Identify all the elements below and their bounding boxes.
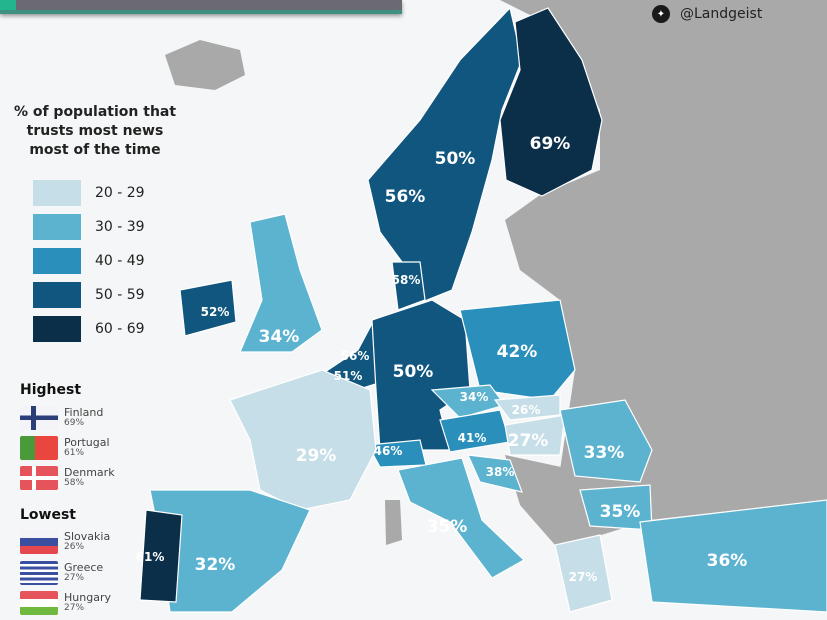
region-poland xyxy=(459,299,576,401)
label-switzerland: 46% xyxy=(374,444,403,458)
region-denmark xyxy=(391,261,426,311)
slovakia-flag-icon xyxy=(20,530,58,554)
lowest-item: Slovakia 26% xyxy=(20,530,110,554)
label-germany: 50% xyxy=(393,362,434,382)
lowest-item: Hungary 27% xyxy=(20,591,111,615)
region-hungary xyxy=(504,414,566,456)
region-germany xyxy=(371,299,471,451)
region-ireland xyxy=(179,279,237,337)
finland-flag-icon xyxy=(20,406,58,430)
credit: ✦ @Landgeist xyxy=(652,5,762,23)
twitter-icon: ✦ xyxy=(652,5,670,23)
portugal-flag-icon xyxy=(20,436,58,460)
highest-item: Denmark 58% xyxy=(20,466,115,490)
label-slovakia: 26% xyxy=(512,403,541,417)
label-ireland: 52% xyxy=(201,305,230,319)
region-portugal xyxy=(139,509,183,603)
label-belgium: 51% xyxy=(334,369,363,383)
label-czechia: 34% xyxy=(460,390,489,404)
legend: 20 - 29 30 - 39 40 - 49 50 - 59 60 - 69 xyxy=(33,176,145,346)
label-poland: 42% xyxy=(497,342,538,362)
region-italy xyxy=(397,457,526,579)
label-italy: 35% xyxy=(427,517,468,537)
label-portugal: 61% xyxy=(136,550,165,564)
hungary-flag-icon xyxy=(20,591,58,615)
legend-bin: 40 - 49 xyxy=(33,244,145,278)
lowest-item: Greece 27% xyxy=(20,561,103,585)
label-bulgaria: 35% xyxy=(600,502,641,522)
credit-handle: @Landgeist xyxy=(680,6,763,22)
label-austria: 41% xyxy=(458,431,487,445)
label-romania: 33% xyxy=(584,443,625,463)
legend-bin: 30 - 39 xyxy=(33,210,145,244)
region-finland xyxy=(499,7,603,197)
highest-item: Portugal 61% xyxy=(20,436,110,460)
region-norway-sweden xyxy=(367,6,523,303)
region-greece xyxy=(554,534,613,613)
highest-item: Finland 69% xyxy=(20,406,103,430)
region-slovakia xyxy=(493,394,561,421)
region-croatia xyxy=(467,454,523,493)
label-netherlands: 56% xyxy=(341,349,370,363)
region-romania xyxy=(559,399,653,483)
greece-flag-icon xyxy=(20,561,58,585)
label-spain: 32% xyxy=(195,555,236,575)
denmark-flag-icon xyxy=(20,466,58,490)
legend-bin: 20 - 29 xyxy=(33,176,145,210)
label-denmark: 58% xyxy=(392,273,421,287)
label-finland: 69% xyxy=(530,134,571,154)
region-balkans xyxy=(505,455,590,545)
label-turkey: 36% xyxy=(707,551,748,571)
label-croatia: 38% xyxy=(486,465,515,479)
title-banner xyxy=(0,0,402,14)
legend-bin: 60 - 69 xyxy=(33,312,145,346)
label-uk: 34% xyxy=(259,327,300,347)
label-hungary: 27% xyxy=(508,431,549,451)
region-france xyxy=(229,369,377,511)
highest-heading: Highest xyxy=(20,382,82,398)
region-uk xyxy=(239,213,323,353)
region-no-data-east xyxy=(500,0,827,540)
legend-bin: 50 - 59 xyxy=(33,278,145,312)
label-sweden: 50% xyxy=(435,149,476,169)
label-greece: 27% xyxy=(569,570,598,584)
region-iceland xyxy=(165,40,245,90)
lowest-heading: Lowest xyxy=(20,507,76,523)
label-france: 29% xyxy=(296,446,337,466)
label-norway: 56% xyxy=(385,187,426,207)
region-sardinia xyxy=(385,500,402,545)
legend-title: % of population that trusts most news mo… xyxy=(13,104,177,158)
region-turkey xyxy=(639,499,827,613)
